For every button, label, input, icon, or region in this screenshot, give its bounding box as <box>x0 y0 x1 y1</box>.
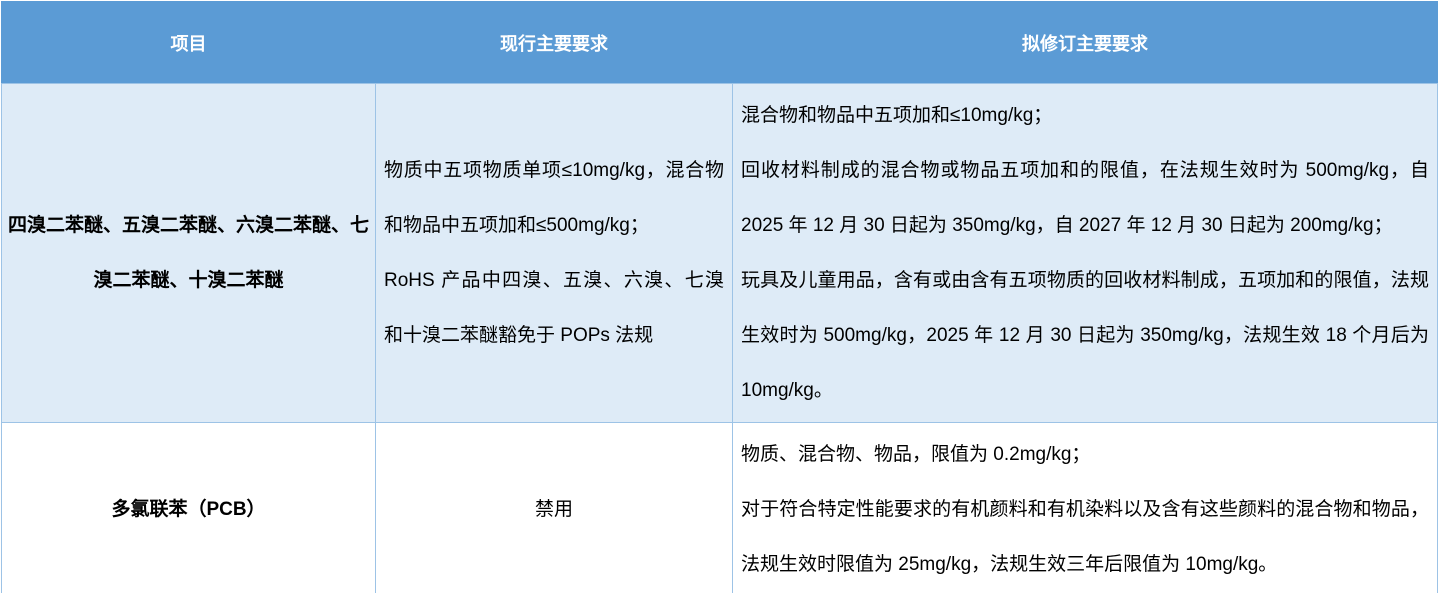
current-requirements-cell: 物质中五项物质单项≤10mg/kg，混合物和物品中五项加和≤500mg/kg； … <box>375 83 733 423</box>
proposed-paragraph: 对于符合特定性能要求的有机颜料和有机染料以及含有这些颜料的混合物和物品，法规生效… <box>741 499 1429 575</box>
current-paragraph: RoHS 产品中四溴、五溴、六溴、七溴和十溴二苯醚豁免于 POPs 法规 <box>384 270 724 346</box>
proposed-paragraph: 混合物和物品中五项加和≤10mg/kg； <box>741 105 1053 126</box>
header-item: 项目 <box>1 1 376 84</box>
header-current-requirements: 现行主要要求 <box>375 1 733 84</box>
current-paragraph: 物质中五项物质单项≤10mg/kg，混合物和物品中五项加和≤500mg/kg； <box>384 160 724 236</box>
item-name: 四溴二苯醚、五溴二苯醚、六溴二苯醚、七溴二苯醚、十溴二苯醚 <box>8 215 370 291</box>
proposed-paragraph: 回收材料制成的混合物或物品五项加和的限值，在法规生效时为 500mg/kg，自 … <box>741 160 1429 236</box>
current-requirements-cell: 禁用 <box>375 422 733 593</box>
proposed-requirements-cell: 混合物和物品中五项加和≤10mg/kg； 回收材料制成的混合物或物品五项加和的限… <box>732 83 1438 423</box>
proposed-requirements-cell: 物质、混合物、物品，限值为 0.2mg/kg； 对于符合特定性能要求的有机颜料和… <box>732 422 1438 593</box>
proposed-paragraph: 玩具及儿童用品，含有或由含有五项物质的回收材料制成，五项加和的限值，法规生效时为… <box>741 270 1429 401</box>
item-cell-pcb: 多氯联苯（PCB） <box>1 422 376 593</box>
current-paragraph: 禁用 <box>534 499 573 520</box>
table-row-pcb: 多氯联苯（PCB） 禁用 物质、混合物、物品，限值为 0.2mg/kg； 对于符… <box>1 422 1438 593</box>
item-cell-pbde: 四溴二苯醚、五溴二苯醚、六溴二苯醚、七溴二苯醚、十溴二苯醚 <box>1 83 376 423</box>
table-row-pbde: 四溴二苯醚、五溴二苯醚、六溴二苯醚、七溴二苯醚、十溴二苯醚 物质中五项物质单项≤… <box>1 83 1438 423</box>
item-name: 多氯联苯（PCB） <box>111 499 266 520</box>
proposed-paragraph: 物质、混合物、物品，限值为 0.2mg/kg； <box>741 444 1091 465</box>
table-header-row: 项目 现行主要要求 拟修订主要要求 <box>1 1 1438 84</box>
header-proposed-requirements: 拟修订主要要求 <box>732 1 1438 84</box>
